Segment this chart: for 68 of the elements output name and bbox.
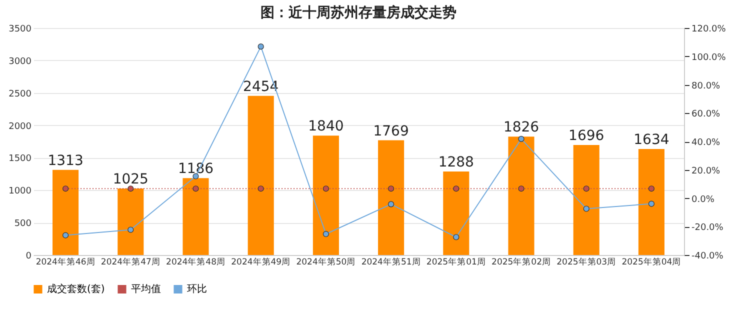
y-tick-label: 3000 [8, 56, 32, 67]
point [453, 234, 460, 240]
data-label: 1313 [48, 152, 84, 169]
point [388, 186, 394, 192]
y-tick-label: 3500 [8, 24, 32, 34]
x-tick-label: 2024年第51周 [361, 256, 421, 268]
point [583, 186, 590, 192]
x-tick-label: 2024年第47周 [100, 256, 160, 268]
y2-tick-label: 120.0% [692, 24, 726, 34]
bar [508, 136, 534, 255]
y2-tick-label: 80.0% [692, 81, 721, 92]
y-tick-label: 1500 [8, 154, 32, 164]
data-label: 1288 [438, 154, 474, 170]
point [258, 44, 264, 50]
x-tick-label: 2024年第48周 [166, 256, 226, 268]
point [648, 200, 654, 207]
bar [443, 171, 470, 255]
bar [638, 149, 664, 255]
point [583, 206, 590, 212]
point [62, 232, 69, 238]
x-tick-label: 2024年第46周 [36, 256, 96, 268]
x-tick-label: 2024年第50周 [296, 256, 356, 268]
bar [182, 178, 209, 255]
data-label: 1840 [308, 118, 344, 135]
y2-tick-label: 40.0% [692, 138, 721, 148]
y2-tick-label: 100.0% [692, 52, 726, 63]
bar [378, 140, 404, 255]
bar [573, 145, 600, 255]
legend-label: 环比 [187, 283, 207, 296]
point [258, 186, 264, 192]
x-tick-label: 2025年第03周 [556, 256, 616, 268]
x-tick-label: 2025年第02周 [492, 256, 551, 268]
point [192, 186, 199, 192]
x-tick-label: 2025年第01周 [426, 256, 486, 268]
data-label: 1769 [373, 123, 409, 140]
y-tick-label: 500 [14, 219, 32, 230]
point [128, 226, 134, 233]
x-tick-label: 2024年第49周 [231, 256, 291, 268]
data-label: 1634 [634, 132, 670, 148]
y2-tick-label: 60.0% [692, 110, 721, 120]
y2-tick-label: -20.0% [692, 223, 724, 234]
point [453, 186, 460, 192]
data-label: 1696 [568, 128, 604, 144]
y-tick-label: 1000 [8, 186, 32, 197]
bar [312, 136, 339, 255]
y2-tick-label: 20.0% [692, 166, 721, 176]
data-label: 1826 [503, 120, 540, 136]
point [322, 230, 329, 238]
x-tick-label: 2025年第04周 [622, 256, 682, 268]
point [322, 186, 329, 192]
point [128, 186, 134, 192]
point [388, 201, 394, 208]
bar [248, 96, 274, 255]
point [648, 186, 654, 192]
bar [118, 188, 144, 255]
chart-title: 图：近十周苏州存量房成交走势 [260, 4, 456, 21]
legend-label: 成交套数(套) [47, 283, 105, 296]
y-tick-label: 0 [26, 252, 32, 262]
point [518, 136, 524, 142]
y2-tick-label: -40.0% [692, 252, 724, 262]
point [518, 186, 524, 192]
point [62, 186, 69, 192]
y2-tick-label: 0.0% [692, 194, 715, 205]
legend-label: 平均值 [131, 283, 161, 296]
bar [52, 170, 79, 255]
y-tick-label: 2500 [8, 89, 32, 100]
data-label: 1025 [112, 172, 148, 188]
y-tick-label: 2000 [8, 122, 32, 132]
